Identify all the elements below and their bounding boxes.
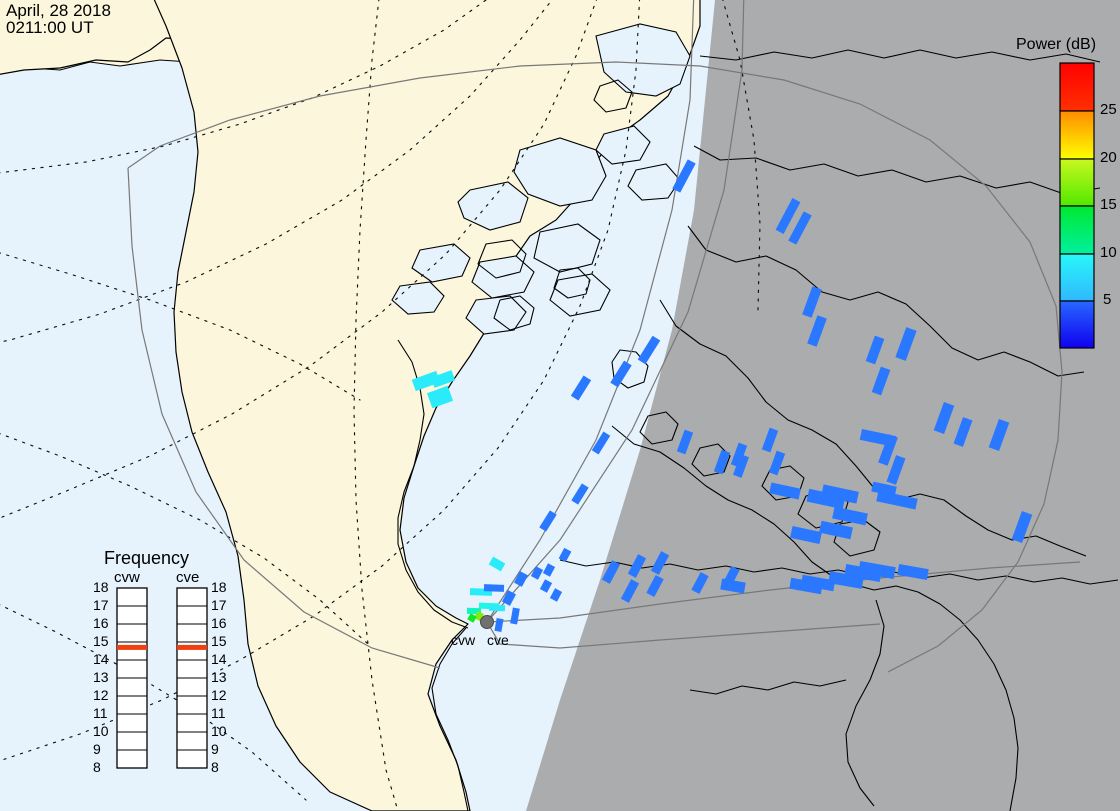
freq-scale-label-right: 12 — [211, 687, 227, 703]
freq-marker-cve — [177, 645, 207, 650]
freq-scale-label-left: 9 — [93, 741, 101, 757]
freq-marker-cvw — [117, 645, 147, 650]
freq-scale-label-right: 14 — [211, 651, 227, 667]
power-colorbar — [1060, 63, 1094, 348]
superdarn-map-view: April, 28 20180211:00 UT Power (dB) 25 2… — [0, 0, 1120, 811]
freq-scale-label-right: 10 — [211, 723, 227, 739]
colorbar-tick-5: 5 — [1103, 291, 1111, 308]
colorbar-tick-25: 25 — [1100, 101, 1117, 118]
frequency-legend-title: Frequency — [104, 548, 189, 569]
site-label-cve: cve — [487, 632, 509, 648]
freq-scale-label-left: 12 — [93, 687, 109, 703]
freq-scale-label-right: 9 — [211, 741, 219, 757]
freq-scale-label-left: 16 — [93, 615, 109, 631]
freq-gauge-label-cve: cve — [176, 569, 199, 586]
freq-scale-label-right: 8 — [211, 759, 219, 775]
map-canvas — [0, 0, 1120, 811]
freq-scale-label-right: 11 — [211, 705, 226, 721]
colorbar-tick-20: 20 — [1100, 149, 1117, 166]
freq-scale-label-left: 17 — [93, 597, 109, 613]
freq-scale-label-right: 16 — [211, 615, 227, 631]
freq-scale-label-left: 18 — [93, 579, 109, 595]
freq-scale-label-right: 13 — [211, 669, 227, 685]
backscatter-cell — [489, 605, 505, 612]
colorbar-title: Power (dB) — [1016, 36, 1096, 54]
freq-scale-label-left: 8 — [93, 759, 101, 775]
radar-site-marker — [481, 616, 494, 629]
colorbar-tick-10: 10 — [1100, 244, 1117, 261]
site-label-cvw: cvw — [451, 632, 475, 648]
timestamp-time: 0211:00 UT — [6, 18, 94, 37]
freq-scale-label-left: 14 — [93, 651, 109, 667]
freq-scale-label-left: 15 — [93, 633, 109, 649]
colorbar-tick-15: 15 — [1100, 196, 1117, 213]
backscatter-cell — [484, 584, 504, 592]
freq-gauge-label-cvw: cvw — [114, 569, 140, 586]
freq-scale-label-right: 17 — [211, 597, 227, 613]
freq-scale-label-left: 11 — [93, 705, 108, 721]
freq-scale-label-right: 15 — [211, 633, 227, 649]
timestamp-block: April, 28 20180211:00 UT — [6, 2, 111, 36]
freq-scale-label-right: 18 — [211, 579, 227, 595]
freq-scale-label-left: 10 — [93, 723, 109, 739]
freq-scale-label-left: 13 — [93, 669, 109, 685]
